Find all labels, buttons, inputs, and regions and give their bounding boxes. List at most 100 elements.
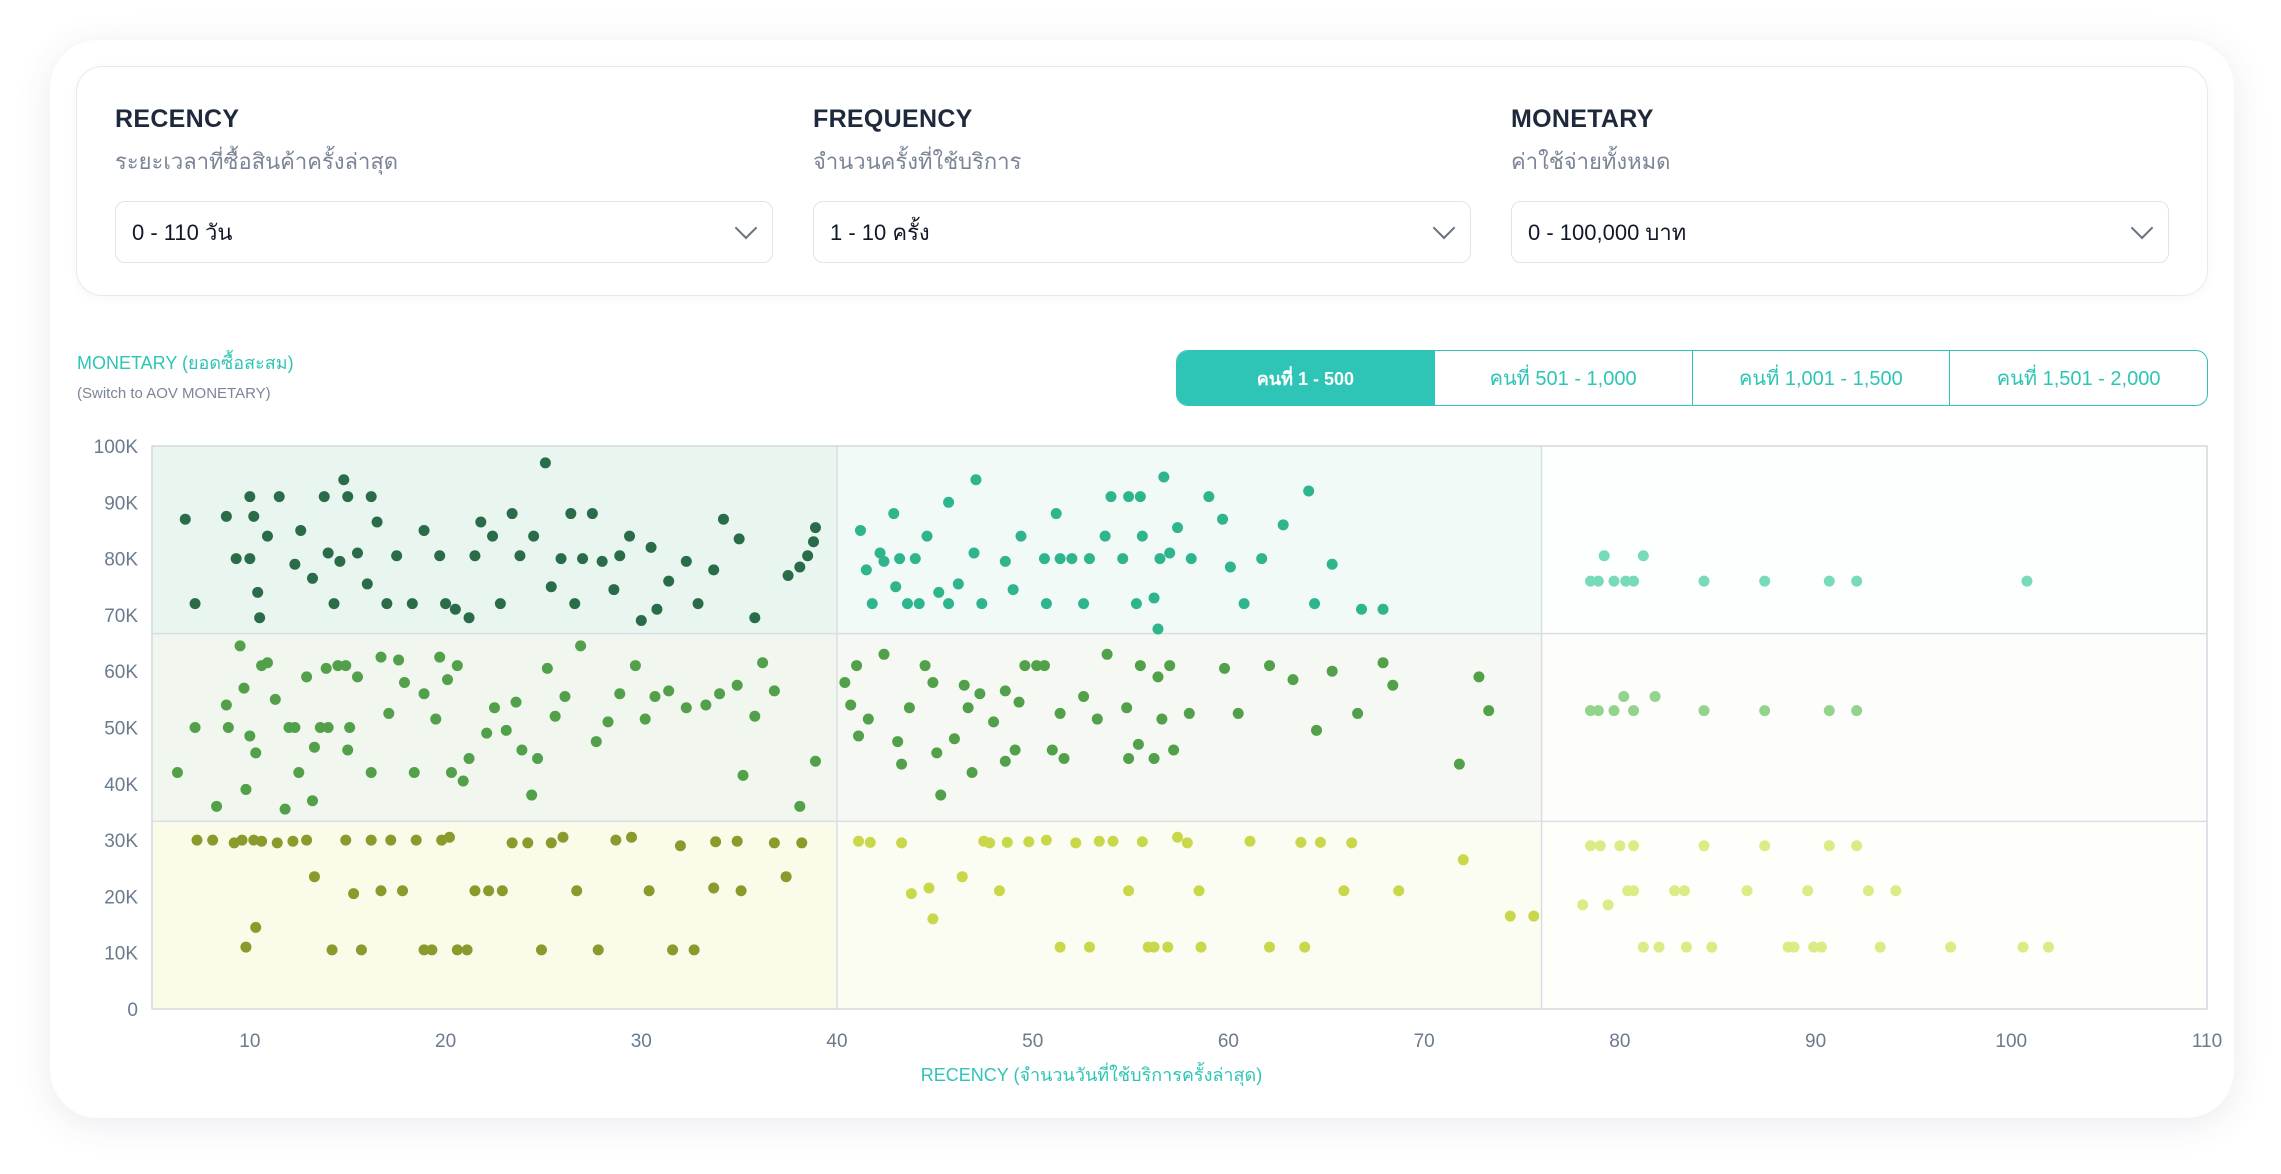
data-point xyxy=(1945,941,1957,953)
data-point xyxy=(211,800,223,812)
monetary-select[interactable]: 0 - 100,000 บาท xyxy=(1511,201,2169,263)
data-point xyxy=(794,800,806,812)
data-point xyxy=(639,713,651,725)
data-point xyxy=(375,885,387,897)
data-point xyxy=(610,834,622,846)
y-tick-label: 60K xyxy=(104,662,138,683)
data-point xyxy=(645,541,657,553)
data-point xyxy=(1031,660,1043,672)
data-point xyxy=(1326,558,1338,570)
data-point xyxy=(1001,836,1013,848)
y-tick-label: 80K xyxy=(104,550,138,571)
data-point xyxy=(244,553,256,565)
data-point xyxy=(244,730,256,742)
data-point xyxy=(434,651,446,663)
data-point xyxy=(1038,553,1050,565)
data-point xyxy=(708,882,720,894)
recency-select[interactable]: 0 - 110 วัน xyxy=(115,201,773,263)
data-point xyxy=(1136,530,1148,542)
data-point xyxy=(496,885,508,897)
data-point xyxy=(878,648,890,660)
quadrant-zone xyxy=(837,446,1542,634)
data-point xyxy=(1224,561,1236,573)
data-point xyxy=(1130,598,1142,610)
data-point xyxy=(269,693,281,705)
data-point xyxy=(230,553,242,565)
tab-rank-1001-1500[interactable]: คนที่ 1,001 - 1,500 xyxy=(1691,351,1950,405)
data-point xyxy=(445,767,457,779)
data-point xyxy=(332,660,344,672)
data-point xyxy=(768,837,780,849)
data-point xyxy=(864,836,876,848)
tab-rank-501-1000[interactable]: คนที่ 501 - 1,000 xyxy=(1433,351,1692,405)
data-point xyxy=(935,789,947,801)
data-point xyxy=(1158,471,1170,483)
x-tick-label: 40 xyxy=(826,1031,847,1052)
data-point xyxy=(874,547,886,559)
data-point xyxy=(674,840,686,852)
data-point xyxy=(261,530,273,542)
data-point xyxy=(1172,522,1184,534)
data-point xyxy=(1608,575,1620,587)
data-point xyxy=(1066,553,1078,565)
data-point xyxy=(301,671,313,683)
recency-filter: RECENCY ระยะเวลาที่ซื้อสินค้าครั้งล่าสุด… xyxy=(115,105,773,263)
data-point xyxy=(1528,910,1540,922)
data-point xyxy=(365,834,377,846)
data-point xyxy=(1598,550,1610,562)
data-point xyxy=(516,744,528,756)
data-point xyxy=(381,598,393,610)
data-point xyxy=(663,575,675,587)
data-point xyxy=(1232,707,1244,719)
data-point xyxy=(1123,491,1135,503)
data-point xyxy=(1299,941,1311,953)
data-point xyxy=(279,803,291,815)
data-point xyxy=(535,944,547,956)
data-point xyxy=(1669,885,1681,897)
data-point xyxy=(514,550,526,562)
data-point xyxy=(1851,575,1863,587)
quadrant-zone xyxy=(1541,446,2207,634)
data-point xyxy=(475,516,487,528)
data-point xyxy=(1046,744,1058,756)
data-point xyxy=(385,834,397,846)
data-point xyxy=(418,944,430,956)
data-point xyxy=(913,598,925,610)
monetary-title: MONETARY xyxy=(1511,105,1654,133)
monetary-filter: MONETARY ค่าใช้จ่ายทั้งหมด 0 - 100,000 บ… xyxy=(1511,105,2169,263)
data-point xyxy=(340,834,352,846)
data-point xyxy=(1093,835,1105,847)
tab-rank-1-500[interactable]: คนที่ 1 - 500 xyxy=(1177,351,1434,405)
data-point xyxy=(240,941,252,953)
data-point xyxy=(749,710,761,722)
data-point xyxy=(586,508,598,520)
data-point xyxy=(1181,837,1193,849)
data-point xyxy=(692,598,704,610)
data-point xyxy=(851,660,863,672)
data-point xyxy=(866,598,878,610)
data-point xyxy=(322,722,334,733)
tab-rank-1501-2000[interactable]: คนที่ 1,501 - 2,000 xyxy=(1949,351,2207,405)
data-point xyxy=(461,944,473,956)
frequency-title: FREQUENCY xyxy=(813,105,973,133)
data-point xyxy=(318,491,330,503)
frequency-select[interactable]: 1 - 10 ครั้ง xyxy=(813,201,1471,263)
data-point xyxy=(207,834,219,846)
data-point xyxy=(1101,648,1113,660)
rfm-scatter-chart: 0 10K 20K 30K 40K 50K 60K 70K 80K 90K 100K 10 20 30 40… xyxy=(94,437,2223,1086)
data-point xyxy=(735,885,747,897)
y-tick-label: 40K xyxy=(104,775,138,796)
data-point xyxy=(1091,713,1103,725)
data-point xyxy=(999,685,1011,697)
data-point xyxy=(1851,840,1863,852)
data-point xyxy=(1083,553,1095,565)
data-point xyxy=(2017,941,2029,953)
data-point xyxy=(1117,553,1129,565)
quadrant-zone xyxy=(152,821,837,1009)
data-point xyxy=(896,837,908,849)
data-point xyxy=(1148,592,1160,604)
x-tick-label: 80 xyxy=(1609,1031,1630,1052)
x-tick-label: 100 xyxy=(1995,1031,2027,1052)
data-point xyxy=(545,581,557,593)
switch-aov-link[interactable]: (Switch to AOV MONETARY) xyxy=(77,385,271,402)
